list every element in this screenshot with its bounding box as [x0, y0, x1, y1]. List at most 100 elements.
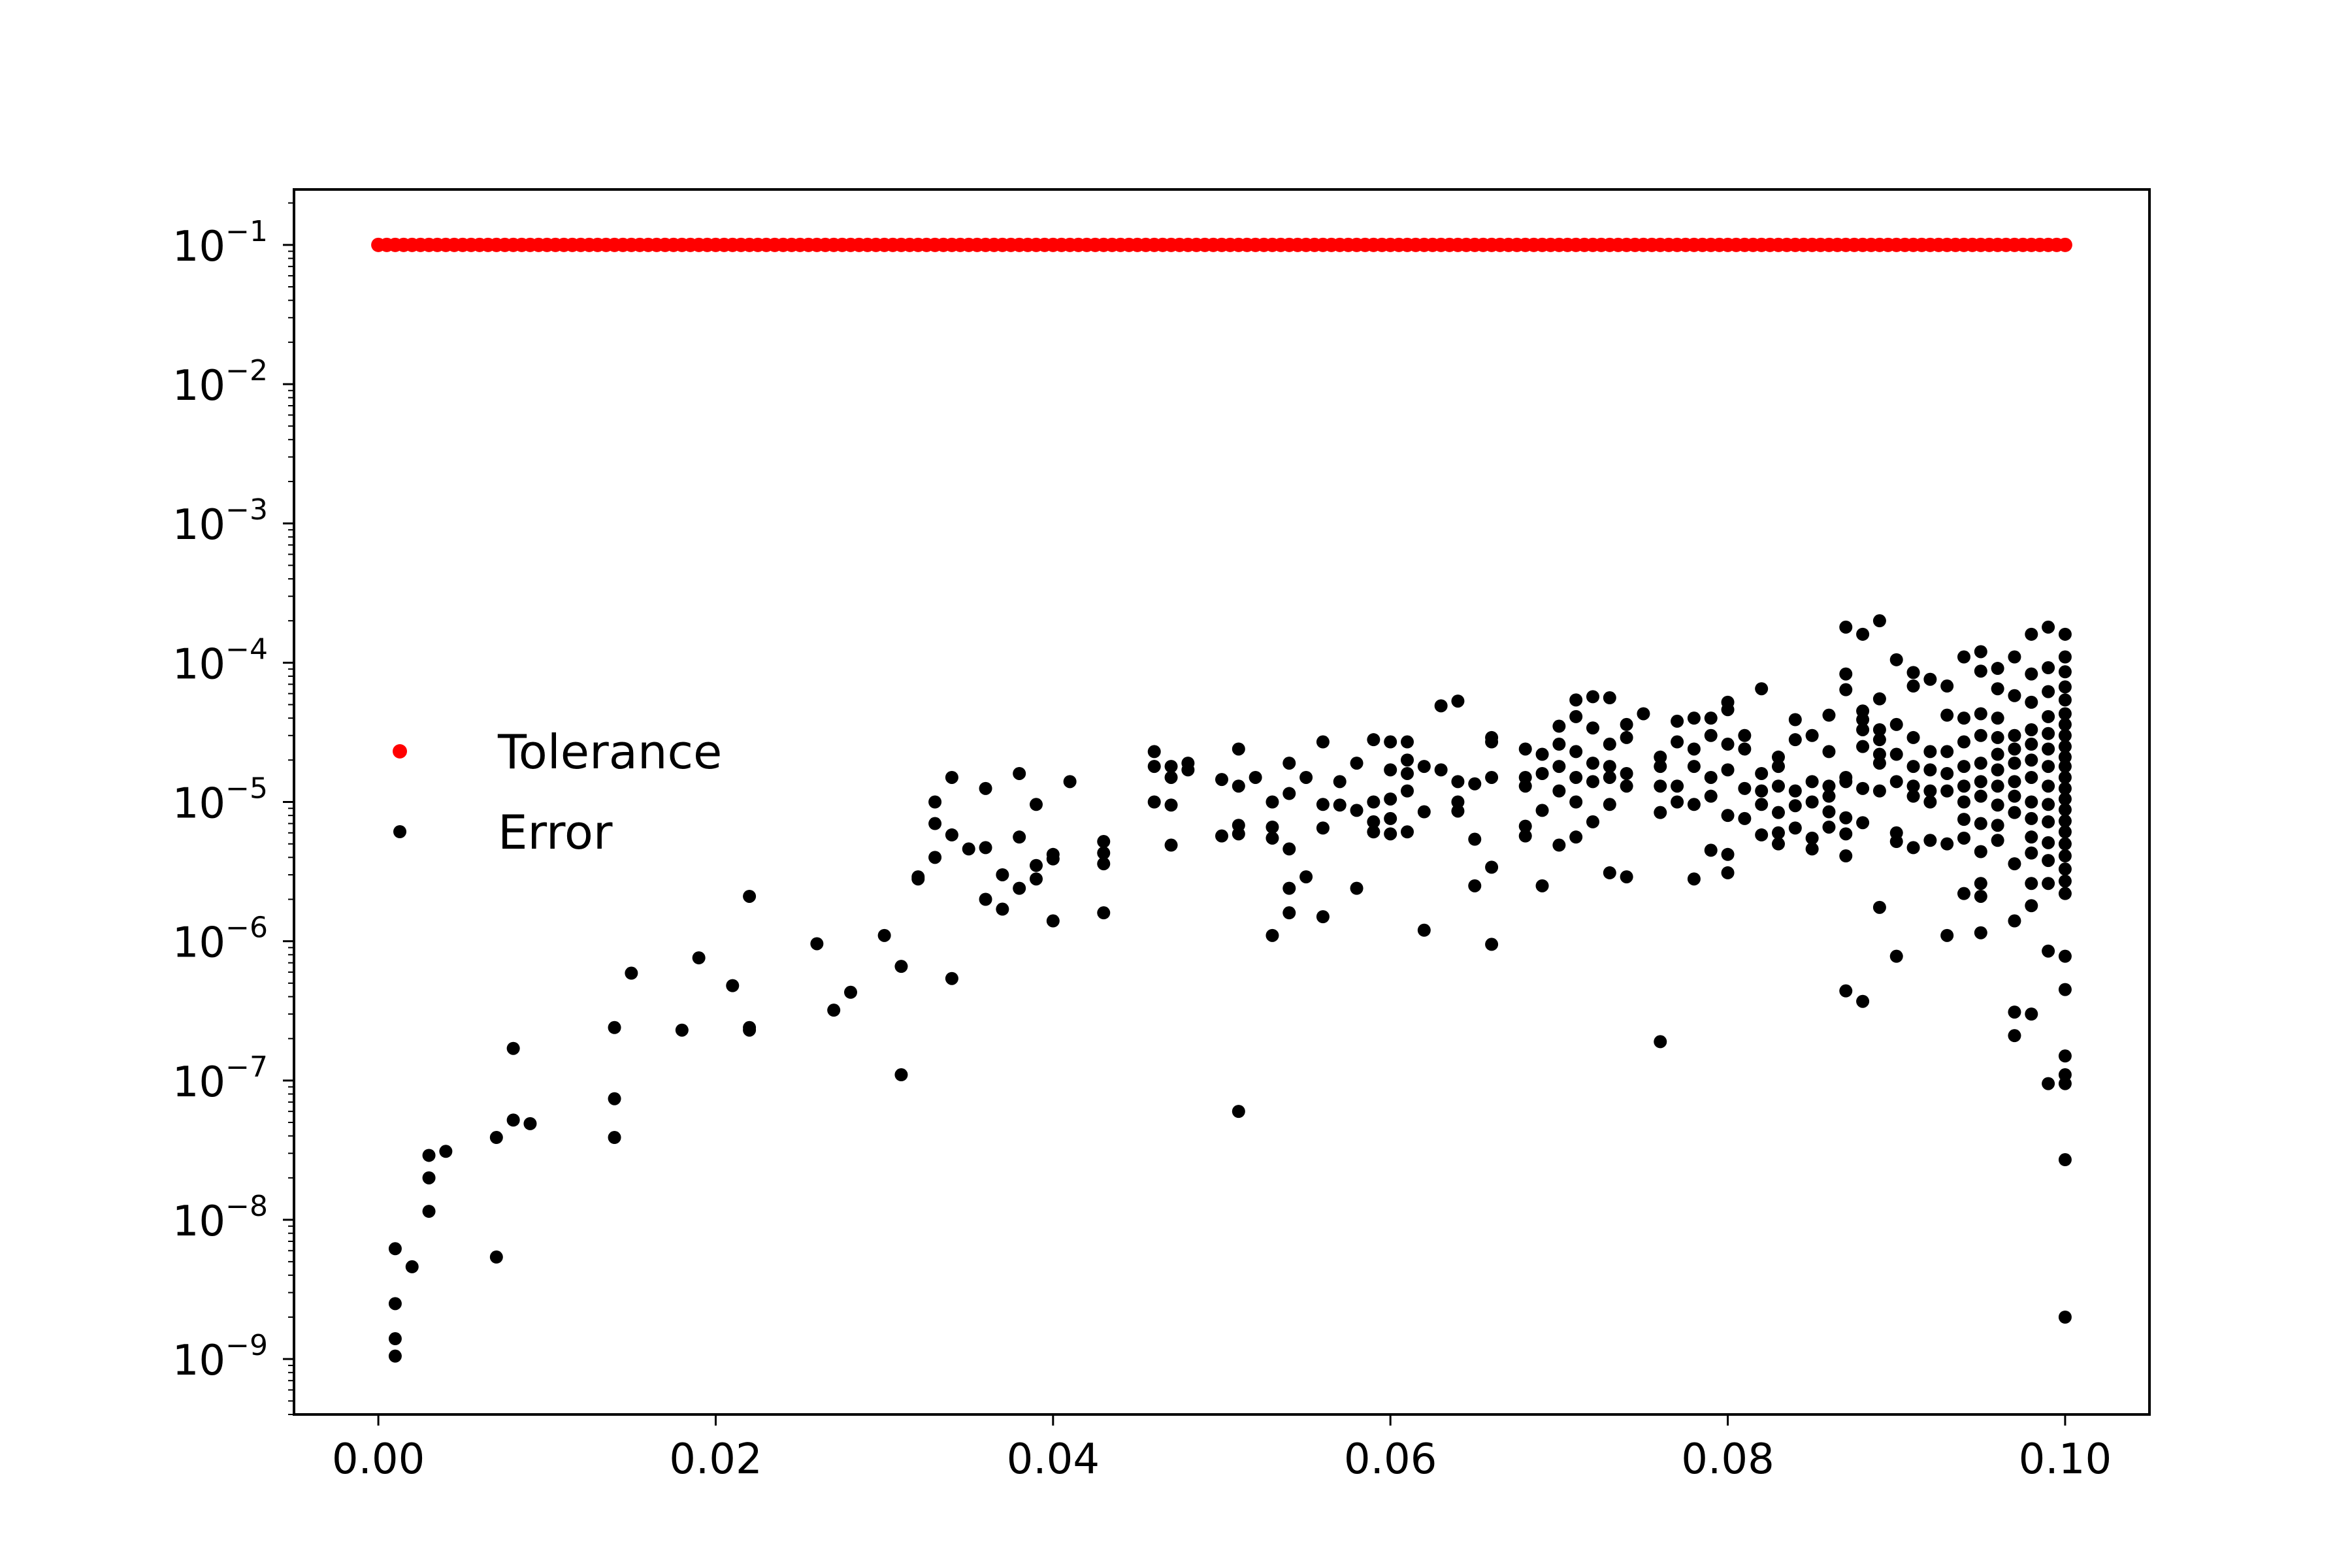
error-point	[1552, 738, 1566, 751]
error-point	[1282, 906, 1296, 920]
legend-marker	[393, 825, 406, 838]
error-point	[1974, 775, 1987, 789]
error-point	[1974, 728, 1987, 742]
error-point	[2025, 899, 2038, 913]
error-point	[608, 1131, 621, 1145]
error-point	[1569, 710, 1583, 723]
series-tolerance	[371, 237, 2072, 252]
error-point	[1282, 842, 1296, 856]
error-point	[1350, 757, 1364, 770]
error-point	[1822, 820, 1836, 834]
error-point	[1721, 847, 1735, 861]
error-point	[1822, 708, 1836, 722]
error-point	[1030, 798, 1043, 811]
error-point	[945, 972, 958, 985]
error-point	[523, 1117, 537, 1130]
error-point	[1215, 829, 1228, 843]
error-point	[2008, 689, 2021, 702]
error-point	[1384, 792, 1397, 806]
error-point	[1906, 841, 1920, 855]
error-point	[1316, 821, 1330, 835]
error-point	[1974, 664, 1987, 678]
error-point	[489, 1250, 503, 1264]
error-point	[439, 1145, 453, 1158]
error-point	[1974, 707, 1987, 721]
error-point	[1906, 789, 1920, 803]
error-point	[1671, 735, 1684, 749]
error-point	[1097, 835, 1111, 849]
error-point	[388, 1242, 402, 1256]
y-tick-label: 10−1	[172, 215, 268, 271]
error-point	[2008, 728, 2021, 742]
error-point	[1030, 858, 1043, 872]
error-point	[945, 828, 958, 841]
error-point	[1147, 760, 1161, 774]
error-point	[1923, 763, 1937, 777]
error-point	[1974, 645, 1987, 659]
error-point	[1991, 798, 2004, 812]
error-point	[1822, 805, 1836, 819]
error-point	[1856, 816, 1870, 830]
error-point	[1569, 693, 1583, 707]
error-point	[1991, 747, 2004, 761]
error-point	[1991, 730, 2004, 744]
error-point	[1164, 760, 1178, 774]
error-point	[1181, 763, 1195, 777]
error-point	[1889, 949, 1903, 963]
error-point	[1569, 830, 1583, 844]
error-point	[1147, 795, 1161, 809]
error-point	[1957, 831, 1970, 845]
error-point	[2025, 723, 2038, 736]
error-point	[996, 868, 1009, 881]
error-point	[1805, 775, 1819, 789]
error-point	[1991, 711, 2004, 725]
error-point	[1738, 742, 1752, 756]
error-point	[1654, 1035, 1667, 1049]
error-point	[1451, 795, 1465, 809]
error-point	[1620, 717, 1633, 731]
error-point	[1957, 735, 1970, 749]
error-point	[1350, 881, 1364, 895]
error-point	[388, 1349, 402, 1363]
error-point	[2008, 775, 2021, 789]
error-point	[1889, 775, 1903, 789]
error-point	[1839, 849, 1853, 863]
error-point	[1839, 620, 1853, 634]
error-point	[2025, 667, 2038, 681]
error-point	[2058, 717, 2072, 731]
x-tick-label: 0.04	[1007, 1435, 1100, 1484]
error-point	[1957, 795, 1970, 809]
error-point	[2042, 854, 2055, 868]
error-point	[1940, 784, 1954, 798]
y-tick-label: 10−6	[172, 911, 268, 968]
error-point	[1788, 799, 1802, 813]
error-point	[422, 1205, 436, 1218]
error-point	[1772, 750, 1785, 764]
error-point	[506, 1113, 520, 1127]
error-point	[1906, 730, 1920, 744]
error-point	[877, 928, 891, 942]
error-point	[2025, 830, 2038, 844]
y-tick-label: 10−9	[172, 1329, 268, 1385]
error-point	[1687, 760, 1701, 774]
error-point	[1856, 740, 1870, 753]
error-point	[1451, 775, 1465, 789]
error-point	[1552, 760, 1566, 774]
y-tick-label: 10−3	[172, 493, 268, 549]
error-point	[1654, 760, 1667, 774]
error-point	[1788, 713, 1802, 727]
error-point	[1485, 735, 1499, 749]
error-point	[928, 851, 942, 864]
error-point	[625, 966, 638, 980]
legend-entry: Error	[393, 805, 613, 860]
error-point	[894, 960, 908, 973]
error-point	[1603, 760, 1616, 774]
error-point	[1367, 733, 1380, 747]
error-point	[1957, 779, 1970, 793]
error-point	[1401, 753, 1414, 767]
error-point	[1923, 834, 1937, 847]
error-point	[1822, 789, 1836, 803]
error-point	[388, 1297, 402, 1311]
error-point	[405, 1260, 419, 1273]
error-point	[894, 1068, 908, 1082]
